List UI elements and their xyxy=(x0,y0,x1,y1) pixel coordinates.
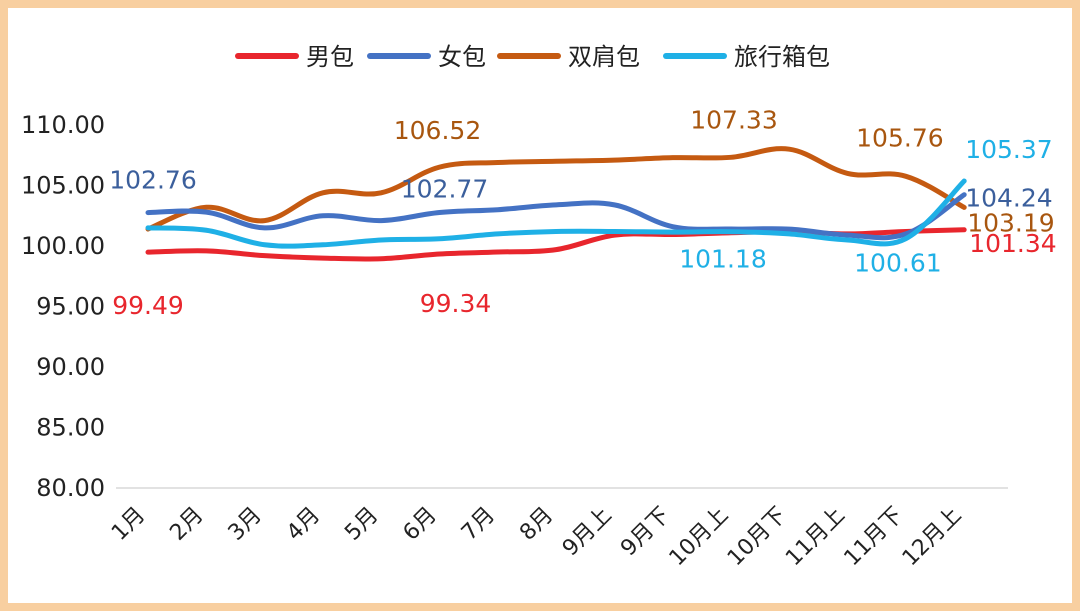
x-tick-label: 7月 xyxy=(457,503,500,546)
x-tick-label: 11月上 xyxy=(781,503,850,572)
data-label: 103.19 xyxy=(967,208,1054,237)
legend-label: 男包 xyxy=(306,43,354,71)
x-tick-label: 1月 xyxy=(107,503,150,546)
x-tick-label: 8月 xyxy=(515,503,558,546)
x-tick-label: 12月上 xyxy=(898,503,967,572)
data-label: 102.77 xyxy=(401,174,488,203)
x-tick-label: 4月 xyxy=(282,503,325,546)
y-tick-label: 110.00 xyxy=(21,111,105,139)
x-tick-label: 10月下 xyxy=(723,503,792,572)
line-chart: 80.00 85.00 90.00 95.00 100.00 105.00 110.00 1月… xyxy=(21,43,1057,572)
x-tick-label: 3月 xyxy=(224,503,267,546)
x-tick-label: 2月 xyxy=(165,503,208,546)
x-tick-label: 11月下 xyxy=(840,503,909,572)
data-label: 107.33 xyxy=(690,105,777,134)
y-tick-label: 90.00 xyxy=(36,353,105,381)
x-tick-label: 5月 xyxy=(340,503,383,546)
data-label: 102.76 xyxy=(109,166,196,195)
data-label: 105.37 xyxy=(965,135,1052,164)
y-tick-label: 85.00 xyxy=(36,414,105,442)
series-line-2 xyxy=(145,146,967,232)
chart-frame: 80.00 85.00 90.00 95.00 100.00 105.00 110.00 1月… xyxy=(8,8,1072,603)
x-tick-label: 6月 xyxy=(399,503,442,546)
y-tick-label: 95.00 xyxy=(36,293,105,321)
y-tick-label: 105.00 xyxy=(21,172,105,200)
x-tick-label: 9月上 xyxy=(558,503,617,562)
x-tick-label: 10月上 xyxy=(665,503,734,572)
legend-label: 女包 xyxy=(438,43,486,71)
series-line-3 xyxy=(145,178,967,249)
legend-label: 双肩包 xyxy=(568,43,640,71)
data-label: 99.34 xyxy=(420,289,492,318)
data-label: 106.52 xyxy=(394,116,481,145)
y-tick-label: 100.00 xyxy=(21,232,105,260)
data-label: 101.18 xyxy=(679,245,766,274)
series-line-1 xyxy=(145,192,967,241)
data-label: 101.34 xyxy=(969,229,1056,258)
data-label: 100.61 xyxy=(854,249,941,278)
data-label: 104.24 xyxy=(965,184,1052,213)
y-tick-label: 80.00 xyxy=(36,474,105,502)
data-label: 99.49 xyxy=(112,291,184,320)
legend-label: 旅行箱包 xyxy=(734,43,830,71)
data-label: 105.76 xyxy=(856,123,943,152)
